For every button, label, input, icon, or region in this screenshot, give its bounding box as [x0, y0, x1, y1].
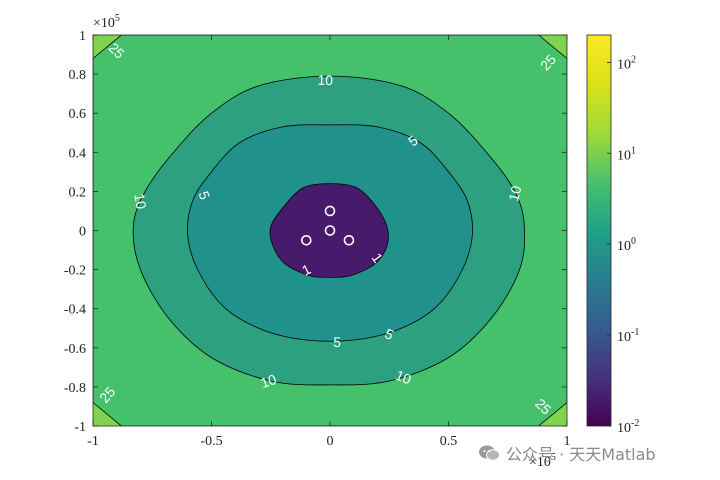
x-axis-exponent: ×105 [529, 452, 556, 470]
watermark-text: 公众号 · 天天Matlab [506, 445, 656, 464]
axes: -1 -0.5 0 0.5 1 1 0.8 0.6 0.4 0.2 0 -0.2 -0.4 -0.6 -0.… [64, 13, 571, 470]
colorbar: 10-2 10-1 100 101 102 [586, 34, 639, 436]
source-marker [300, 234, 312, 246]
source-marker [324, 225, 336, 236]
watermark: 公众号 · 天天Matlab [478, 440, 656, 466]
y-axis-exponent: ×105 [93, 13, 120, 31]
contour-label: 10 [131, 192, 150, 210]
y-tick-label: 0 [79, 225, 86, 240]
source-marker [324, 205, 336, 217]
x-tick-label: 0 [327, 434, 334, 449]
x-tick-label: -0.5 [200, 434, 222, 449]
colorbar-tick-label: 102 [617, 54, 636, 72]
colorbar-tick-label: 100 [617, 236, 636, 254]
colorbar-gradient [586, 34, 612, 427]
contour-label: 10 [317, 72, 333, 88]
y-tick-label: -0.6 [64, 342, 86, 357]
source-marker [343, 234, 355, 246]
y-tick-label: 1 [79, 29, 86, 44]
contour-label: 10 [393, 367, 414, 388]
wechat-icon [479, 445, 500, 461]
y-tick-label: -0.8 [64, 381, 86, 396]
colorbar-tick-label: 10-2 [617, 418, 639, 436]
colorbar-tick-label: 10-1 [617, 327, 639, 345]
contour-label: 10 [505, 184, 524, 203]
colorbar-tick-label: 101 [617, 145, 636, 163]
y-tick-label: 0.4 [69, 146, 87, 161]
y-tick-label: 0.2 [69, 185, 87, 200]
y-tick-label: -1 [74, 420, 86, 435]
x-tick-label: 0.5 [440, 434, 458, 449]
contour-line-1 [269, 183, 389, 278]
y-tick-label: -0.4 [64, 303, 86, 318]
y-tick-label: -0.2 [64, 264, 86, 279]
contour-label: 10 [258, 371, 278, 391]
x-tick-label: -1 [87, 434, 99, 449]
contour-label: 5 [333, 334, 342, 350]
y-tick-label: 0.8 [69, 68, 87, 83]
x-tick-label: 1 [564, 434, 571, 449]
y-tick-label: 0.6 [69, 107, 87, 122]
